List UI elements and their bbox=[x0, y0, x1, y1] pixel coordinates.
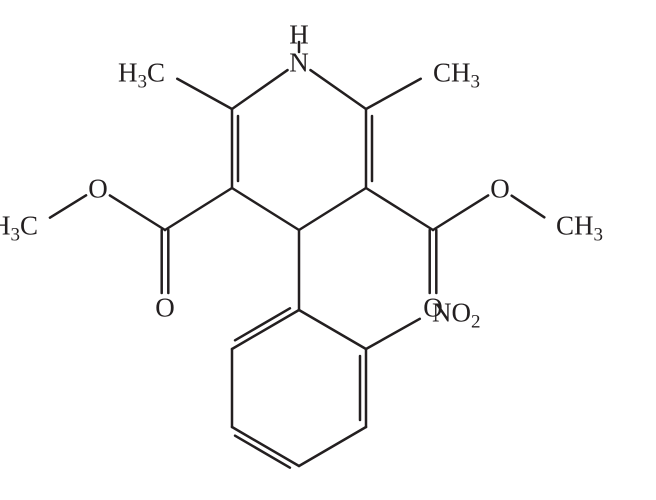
bond-line bbox=[366, 188, 433, 230]
atom-label-CH3L: H3C bbox=[118, 57, 165, 92]
bond-line bbox=[177, 79, 232, 109]
bond-line bbox=[366, 79, 421, 109]
bond-line bbox=[232, 70, 288, 109]
bond-line bbox=[110, 195, 165, 230]
bond-line bbox=[232, 427, 299, 466]
bond-line bbox=[366, 319, 420, 349]
bond-line bbox=[512, 196, 545, 218]
atom-label-NO2: NO2 bbox=[432, 297, 481, 332]
atom-label-NH: H bbox=[289, 19, 309, 49]
atom-label-Nlbl: N bbox=[289, 47, 309, 77]
bond-line bbox=[299, 427, 366, 466]
bond-line bbox=[299, 310, 366, 349]
atom-label-O2: O bbox=[88, 173, 108, 203]
bond-line bbox=[433, 195, 488, 230]
bond-line bbox=[299, 188, 366, 230]
atom-label-O4: O bbox=[490, 173, 510, 203]
bond-line bbox=[310, 70, 366, 109]
bond-line bbox=[50, 195, 86, 217]
bond-line bbox=[235, 308, 290, 340]
bond-line bbox=[232, 188, 299, 230]
bond-line bbox=[235, 436, 290, 468]
bond-line bbox=[232, 310, 299, 349]
atom-label-OCH3L: H3C bbox=[0, 210, 38, 245]
chemical-structure-diagram: H3CCH3HNOOH3COOCH3NO2 bbox=[0, 0, 656, 500]
bond-line bbox=[165, 188, 232, 230]
atom-label-OCH3R: CH3 bbox=[556, 210, 603, 245]
atom-label-CH3R: CH3 bbox=[433, 57, 480, 92]
atom-label-O1: O bbox=[155, 292, 175, 322]
